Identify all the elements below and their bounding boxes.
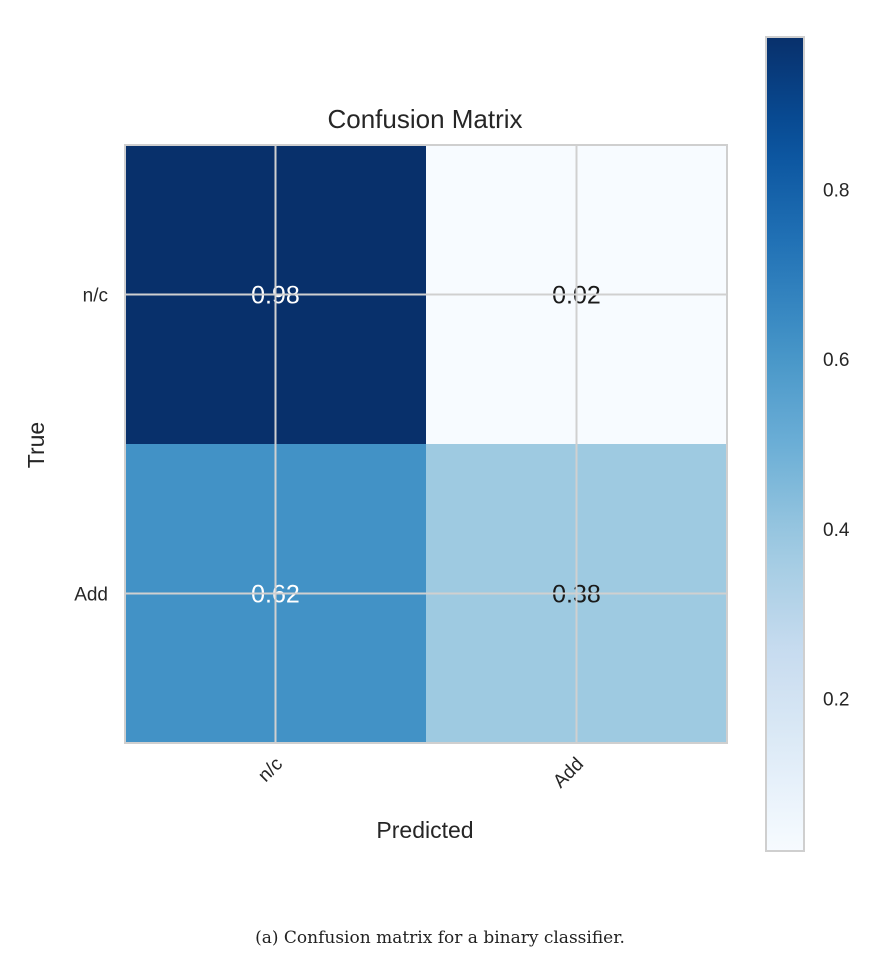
colorbar-tick-label: 0.4 (823, 520, 850, 541)
colorbar-tick-label: 0.8 (823, 181, 849, 202)
colorbar-tick-label: 0.6 (823, 350, 849, 371)
x-axis-label: Predicted (376, 817, 473, 843)
colorbar (765, 36, 805, 852)
x-tick-label: Add (549, 754, 588, 793)
y-axis-label: True (23, 422, 49, 468)
x-tick-labels: n/c Add (254, 754, 588, 793)
colorbar-tick-labels: 0.2 0.4 0.6 0.8 (823, 181, 850, 711)
y-tick-labels: n/c Add (74, 286, 108, 606)
grid-lines (125, 145, 727, 743)
figure-caption: (a) Confusion matrix for a binary classi… (255, 928, 625, 948)
colorbar-tick-label: 0.2 (823, 689, 849, 710)
heatmap-cells (125, 145, 728, 744)
x-tick-label: n/c (254, 754, 287, 787)
chart-title: Confusion Matrix (327, 104, 522, 134)
y-tick-label: Add (74, 585, 108, 606)
y-tick-label: n/c (83, 286, 108, 307)
plot-frame (124, 144, 728, 744)
